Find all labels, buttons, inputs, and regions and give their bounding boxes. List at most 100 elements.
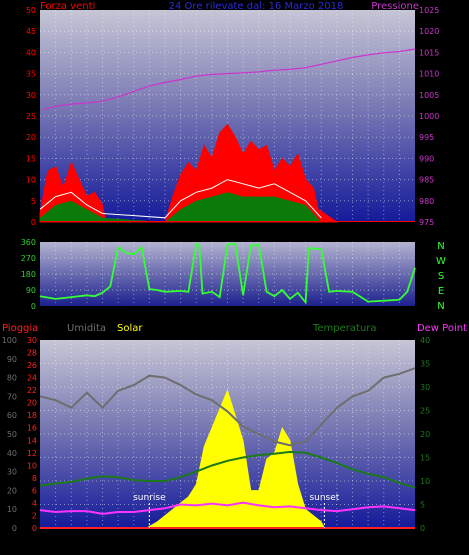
pressure-y-tick-label: 1025 [419, 6, 439, 15]
rain-y-tick-label: 28 [27, 349, 37, 358]
x-tick-label: 14 [253, 540, 265, 550]
humidity-y-tick-label: 30 [7, 468, 17, 477]
humidity-y-tick-label: 0 [12, 524, 17, 533]
x-tick-label: 14 [253, 227, 265, 237]
humidity-y-tick-label: 60 [7, 411, 17, 420]
pressure-y-tick-label: 1005 [419, 91, 439, 100]
x-tick-label: 08 [159, 227, 171, 237]
dewpoint-label: Dew Point [417, 323, 467, 334]
direction-y-tick-label: 180 [21, 270, 36, 279]
pressure-line [42, 48, 416, 111]
humidity-y-tick-label: 80 [7, 374, 17, 383]
rain-y-tick-label: 14 [27, 436, 37, 445]
pressure-label: Pressione [371, 1, 419, 12]
humidity-y-tick-label: 50 [7, 430, 17, 439]
humidity-y-tick-label: 90 [7, 355, 17, 364]
temp-axis-labels: 0102030405060708090100024681012141618202… [2, 336, 430, 550]
temp-y-tick-label: 0 [420, 524, 425, 533]
x-tick-label: 20 [347, 227, 359, 237]
temp-y-tick-label: 40 [420, 336, 430, 345]
x-tick-label: 12 [222, 227, 233, 237]
wind-y-tick-label: 35 [26, 70, 36, 79]
rain-y-tick-label: 4 [32, 499, 37, 508]
compass-label: N [437, 301, 444, 312]
rain-y-tick-label: 24 [27, 374, 37, 383]
wind-y-tick-label: 20 [26, 133, 36, 142]
rain-y-tick-label: 10 [27, 461, 37, 470]
x-tick-label: 12 [222, 540, 233, 550]
wind-speed-label: Forza venti [40, 1, 95, 12]
humidity-line [39, 367, 416, 447]
x-tick-label: 16 [284, 540, 296, 550]
rain-label: Pioggia [2, 323, 38, 334]
humidity-y-tick-label: 10 [7, 505, 17, 514]
x-tick-label: 06 [128, 227, 140, 237]
direction-y-tick-label: 0 [31, 302, 36, 311]
wind-y-tick-label: 30 [26, 91, 36, 100]
rain-y-tick-label: 26 [27, 361, 37, 370]
x-tick-label: 02 [66, 540, 77, 550]
x-tick-label: 08 [159, 540, 171, 550]
pressure-y-tick-label: 980 [419, 197, 434, 206]
wind-avg-line [39, 179, 322, 219]
compass-label: N [437, 241, 444, 252]
temp-y-tick-label: 5 [420, 501, 425, 510]
pressure-y-tick-label: 1015 [419, 48, 439, 57]
rain-y-tick-label: 18 [27, 411, 37, 420]
x-tick-label: 04 [97, 227, 109, 237]
sunrise-label: sunrise [133, 493, 166, 503]
pressure-y-tick-label: 975 [419, 218, 434, 227]
wind-y-tick-label: 45 [26, 27, 36, 36]
direction-marks [39, 242, 416, 305]
compass-label: E [438, 286, 444, 297]
rain-y-tick-label: 20 [27, 399, 37, 408]
x-tick-label: 18 [316, 540, 328, 550]
wind-marks [39, 48, 416, 223]
rain-y-tick-label: 12 [27, 449, 37, 458]
compass-label: S [438, 271, 444, 282]
x-tick-label: 20 [347, 540, 359, 550]
wind-y-tick-label: 0 [31, 218, 36, 227]
direction-y-tick-label: 270 [21, 254, 36, 263]
x-tick-label: 02 [66, 227, 77, 237]
temp-y-tick-label: 20 [420, 430, 430, 439]
x-tick-label: 16 [284, 227, 296, 237]
wind-y-tick-label: 40 [26, 48, 36, 57]
temp-marks: sunrise sunset [39, 367, 416, 529]
pressure-y-tick-label: 990 [419, 154, 434, 163]
x-tick-label: 04 [97, 540, 109, 550]
temperature-line [39, 450, 416, 489]
temp-y-tick-label: 25 [420, 407, 430, 416]
rain-y-tick-label: 2 [32, 511, 37, 520]
wind-pressure-panel: 0510152025303540455097598098599099510001… [26, 1, 440, 237]
x-tick-label: 00 [409, 227, 421, 237]
temp-y-tick-label: 10 [420, 477, 430, 486]
x-tick-label: 00 [409, 540, 421, 550]
rain-y-tick-label: 30 [27, 336, 37, 345]
wind-direction-line [39, 242, 416, 305]
chart-title: 24 Ore rilevate dal: 16 Marzo 2018 [169, 1, 344, 12]
temperature-label: Temperatura [312, 323, 377, 334]
rain-y-tick-label: 6 [32, 486, 37, 495]
wind-y-tick-label: 50 [26, 6, 36, 15]
humidity-y-tick-label: 100 [2, 336, 17, 345]
direction-y-tick-label: 360 [21, 238, 36, 247]
temp-y-tick-label: 15 [420, 454, 430, 463]
humidity-label: Umidita [67, 323, 106, 334]
wind-axis-labels: 0510152025303540455097598098599099510001… [26, 6, 440, 237]
x-tick-label: 22 [378, 540, 389, 550]
pressure-y-tick-label: 1000 [419, 112, 439, 121]
temp-y-tick-label: 30 [420, 383, 430, 392]
direction-grid [40, 242, 415, 306]
humidity-y-tick-label: 70 [7, 392, 17, 401]
pressure-y-tick-label: 995 [419, 133, 434, 142]
rain-y-tick-label: 0 [32, 524, 37, 533]
humidity-y-tick-label: 40 [7, 449, 17, 458]
temp-humidity-panel: sunrise sunset 01020304050607080901000246… [2, 323, 467, 550]
pressure-y-tick-label: 985 [419, 176, 434, 185]
wind-y-tick-label: 15 [26, 154, 36, 163]
wind-min-area [40, 192, 322, 222]
x-tick-label: 10 [191, 227, 203, 237]
rain-y-tick-label: 22 [27, 386, 37, 395]
